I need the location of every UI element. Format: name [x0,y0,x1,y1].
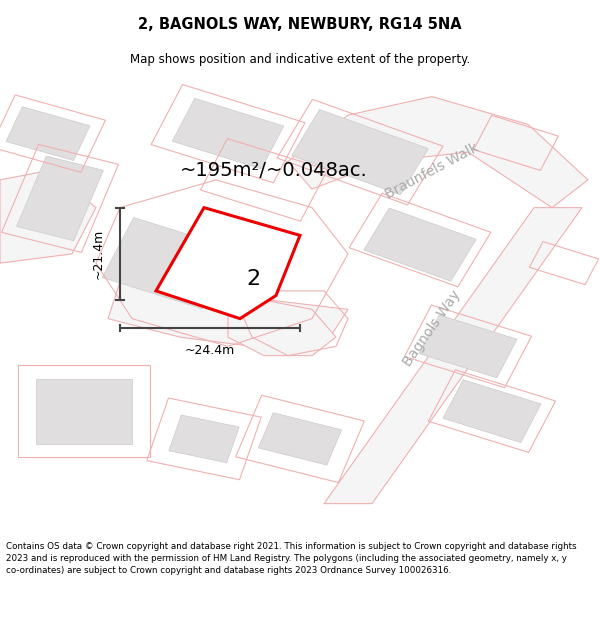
Polygon shape [169,415,239,462]
Polygon shape [288,97,588,208]
Polygon shape [324,208,582,504]
Polygon shape [17,156,103,241]
Polygon shape [172,98,284,169]
Text: Bagnols Way: Bagnols Way [401,288,463,369]
Polygon shape [156,208,300,319]
Text: Braunfels Walk: Braunfels Walk [383,140,481,201]
Text: ~21.4m: ~21.4m [92,229,105,279]
Text: ~24.4m: ~24.4m [185,344,235,357]
Polygon shape [364,208,476,281]
Polygon shape [108,282,348,346]
Polygon shape [102,217,234,309]
Text: ~195m²/~0.048ac.: ~195m²/~0.048ac. [180,161,368,180]
Polygon shape [36,379,132,444]
Text: Contains OS data © Crown copyright and database right 2021. This information is : Contains OS data © Crown copyright and d… [6,542,577,575]
Text: Map shows position and indicative extent of the property.: Map shows position and indicative extent… [130,53,470,66]
Polygon shape [443,380,541,442]
Polygon shape [6,107,90,161]
Text: 2, BAGNOLS WAY, NEWBURY, RG14 5NA: 2, BAGNOLS WAY, NEWBURY, RG14 5NA [138,17,462,32]
Text: 2: 2 [246,269,260,289]
Polygon shape [0,171,96,263]
Polygon shape [259,412,341,465]
Polygon shape [419,315,517,378]
Polygon shape [292,109,428,195]
Polygon shape [228,300,336,356]
